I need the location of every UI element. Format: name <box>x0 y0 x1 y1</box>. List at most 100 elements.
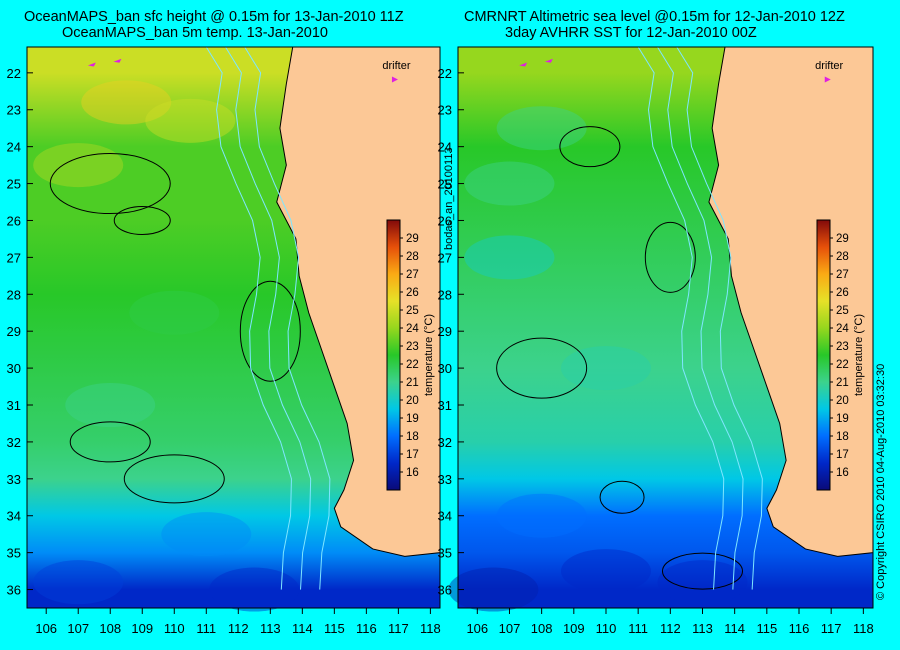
y-tick-label: 22 <box>438 66 452 81</box>
sea-level-contour <box>123 454 225 504</box>
x-tick-label: 117 <box>821 621 842 636</box>
colorbar-tick-label: 27 <box>836 269 849 281</box>
colorbar-tick-label: 19 <box>836 413 849 425</box>
x-tick-label: 109 <box>131 621 153 636</box>
colorbar-tick-label: 25 <box>406 305 419 317</box>
temperature-patch <box>161 512 252 557</box>
x-tick-label: 114 <box>724 621 745 636</box>
sea-level-contour <box>113 205 171 235</box>
colorbar-tick-label: 28 <box>836 251 849 263</box>
temperature-patch <box>65 383 156 428</box>
x-tick-label: 108 <box>531 621 553 636</box>
colorbar-tick-label: 26 <box>406 287 419 299</box>
x-tick-label: 118 <box>420 621 441 636</box>
colorbar-tick-label: 17 <box>406 449 419 461</box>
y-tick-label: 35 <box>7 546 21 561</box>
colorbar-tick-label: 20 <box>406 395 419 407</box>
y-tick-label: 30 <box>438 361 452 376</box>
temperature-patch <box>81 80 172 125</box>
drifter-label: drifter <box>382 60 410 72</box>
temperature-patch <box>448 567 539 612</box>
bathymetry-contour <box>676 46 763 590</box>
y-tick-label: 24 <box>7 140 21 155</box>
y-tick-label: 27 <box>438 250 452 265</box>
colorbar-tick-label: 26 <box>836 287 849 299</box>
x-tick-label: 111 <box>196 621 216 636</box>
y-tick-label: 29 <box>438 324 452 339</box>
colorbar-tick-label: 28 <box>406 251 419 263</box>
drifter-label: drifter <box>815 60 843 72</box>
colorbar <box>386 219 401 491</box>
colorbar-tick-label: 22 <box>836 359 849 371</box>
y-tick-label: 35 <box>438 546 452 561</box>
colorbar-tick-label: 17 <box>836 449 849 461</box>
y-tick-label: 36 <box>7 583 21 598</box>
y-tick-label: 36 <box>438 583 452 598</box>
y-tick-label: 32 <box>438 435 452 450</box>
left-title-line1: OceanMAPS_ban sfc height @ 0.15m for 13-… <box>24 9 404 25</box>
colorbar-tick-label: 24 <box>406 323 419 335</box>
x-tick-label: 107 <box>499 621 521 636</box>
sea-level-contour <box>496 337 588 399</box>
sea-level-contour <box>49 153 171 215</box>
y-tick-label: 29 <box>7 324 21 339</box>
x-tick-label: 107 <box>67 621 89 636</box>
x-tick-label: 106 <box>35 621 57 636</box>
plot-frame <box>457 46 874 609</box>
x-tick-label: 110 <box>596 621 617 636</box>
bathymetry-contour <box>244 46 331 590</box>
colorbar-tick-label: 23 <box>406 341 419 353</box>
x-tick-label: 115 <box>324 621 345 636</box>
temperature-patch <box>657 560 748 605</box>
colorbar-tick-label: 18 <box>406 431 419 443</box>
temperature-patch <box>33 560 124 605</box>
left-title-line2: OceanMAPS_ban 5m temp. 13-Jan-2010 <box>62 25 328 41</box>
colorbar-tick-label: 19 <box>406 413 419 425</box>
x-tick-label: 112 <box>228 621 249 636</box>
y-tick-label: 31 <box>7 398 21 413</box>
y-tick-label: 33 <box>7 472 21 487</box>
sea-level-contour <box>644 221 696 293</box>
y-tick-label: 34 <box>438 509 452 524</box>
x-tick-label: 115 <box>756 621 777 636</box>
drifter-icon <box>391 76 398 83</box>
temperature-patch <box>145 98 236 143</box>
y-tick-label: 33 <box>438 472 452 487</box>
sea-level-contour <box>239 280 301 382</box>
right-map: drifter 106 107 108 109 110 111 112 113 114 115 116… <box>438 46 874 636</box>
left-map: drifter 106 107 108 109 110 111 112 113 114 115 116… <box>7 46 441 636</box>
sea-level-contour <box>661 552 743 590</box>
temperature-patch <box>496 106 587 151</box>
x-tick-label: 113 <box>692 621 713 636</box>
right-title-line2: 3day AVHRR SST for 12-Jan-2010 00Z <box>505 25 757 41</box>
sea-level-contour <box>559 126 621 168</box>
colorbar-tick-label: 27 <box>406 269 419 281</box>
temperature-patch <box>129 290 220 335</box>
x-tick-label: 109 <box>563 621 585 636</box>
copyright-label: © Copyright CSIRO 2010 04-Aug-2010 03:32… <box>875 364 887 600</box>
temperature-patch <box>209 567 300 612</box>
y-tick-label: 26 <box>7 213 21 228</box>
y-tick-label: 31 <box>438 398 452 413</box>
temperature-patch <box>464 161 555 206</box>
x-tick-label: 106 <box>466 621 488 636</box>
run-id-label: bodas_an_20100113 <box>443 147 455 250</box>
colorbar-tick-label: 24 <box>836 323 849 335</box>
drifter-marker <box>87 62 96 67</box>
temperature-patch <box>33 143 124 188</box>
colorbar-tick-label: 21 <box>406 377 419 389</box>
y-tick-label: 24 <box>438 140 452 155</box>
colorbar <box>816 219 831 491</box>
drifter-marker <box>544 58 553 63</box>
sea-level-contour <box>69 421 151 463</box>
drifter-marker <box>113 58 122 63</box>
y-tick-label: 25 <box>7 177 21 192</box>
x-tick-label: 114 <box>292 621 313 636</box>
x-tick-label: 111 <box>628 621 648 636</box>
y-tick-label: 27 <box>7 250 21 265</box>
plot-frame <box>26 46 441 609</box>
x-tick-label: 110 <box>164 621 185 636</box>
temperature-patch <box>496 493 587 538</box>
colorbar-tick-label: 23 <box>836 341 849 353</box>
colorbar-tick-label: 25 <box>836 305 849 317</box>
